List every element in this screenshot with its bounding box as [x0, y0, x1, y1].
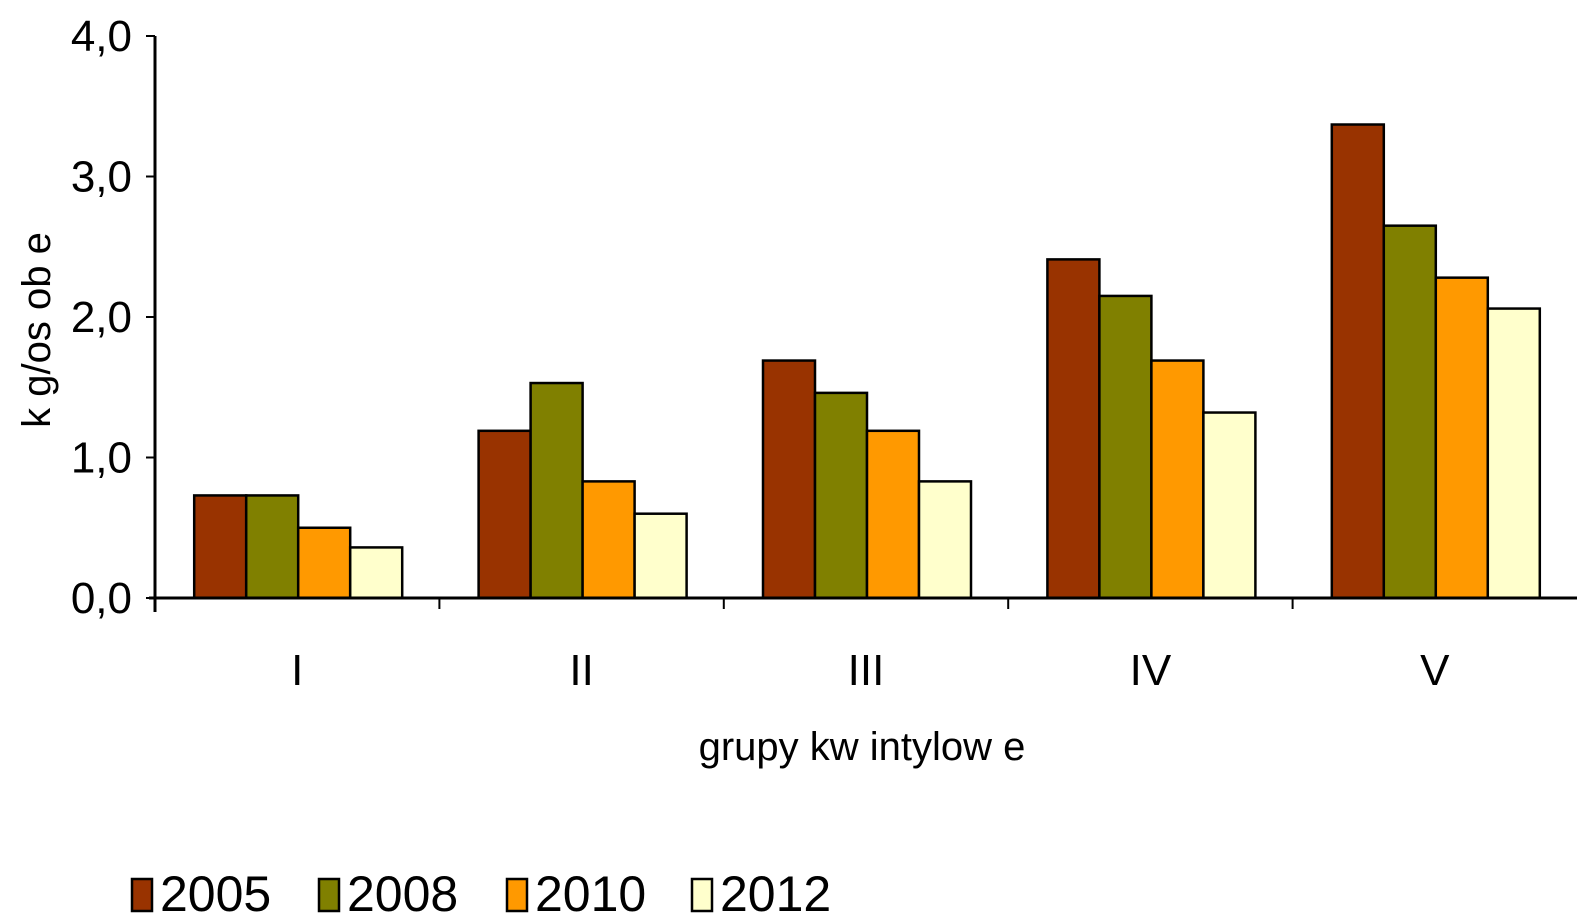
legend-label: 2012: [720, 866, 831, 921]
bar-2008-IV: [1098, 294, 1153, 600]
bar-2010-III: [865, 429, 921, 600]
bar-2005-I: [192, 494, 248, 600]
y-ticks-group: 0,0 1,0 2,0 3,0 4,0: [71, 12, 155, 623]
legend-label: 2008: [347, 866, 458, 921]
bar-2012-III: [917, 480, 973, 600]
legend-swatch: [130, 877, 154, 913]
axes-group: [149, 36, 1577, 612]
bar-2010-V: [1434, 276, 1490, 600]
legend-swatch: [317, 877, 341, 913]
x-tick-label: III: [848, 646, 885, 695]
x-tick-label: I: [291, 646, 303, 695]
bar-2010-I: [296, 526, 352, 600]
bar-2005-II: [477, 429, 532, 600]
bar-2005-V: [1330, 123, 1386, 600]
bar-2008-II: [529, 381, 584, 600]
bar-2012-IV: [1202, 411, 1257, 600]
bar-2010-II: [581, 480, 636, 600]
legend-label: 2005: [160, 866, 271, 921]
bar-2008-III: [813, 391, 869, 600]
x-tick-label: II: [569, 646, 593, 695]
x-tick-label: IV: [1130, 646, 1172, 695]
x-ticks-group: I II III IV V: [154, 598, 1450, 695]
x-axis-title: grupy kw intylow e: [699, 725, 1026, 769]
y-tick-label: 1,0: [71, 434, 132, 483]
bar-2010-IV: [1150, 359, 1205, 600]
legend-swatch: [690, 877, 714, 913]
legend-label: 2010: [535, 866, 646, 921]
legend-swatch: [505, 877, 529, 913]
y-tick-label: 2,0: [71, 293, 132, 342]
bar-2012-I: [348, 546, 404, 600]
bar-2008-V: [1382, 224, 1438, 600]
bars-group: [192, 123, 1542, 600]
legend: 2005 2008 2010 2012: [130, 866, 831, 921]
y-tick-label: 3,0: [71, 153, 132, 202]
bar-2012-V: [1486, 307, 1542, 600]
bar-2008-I: [244, 494, 300, 600]
y-axis-title: k g/os ob e: [15, 232, 59, 428]
bar-2012-II: [633, 512, 688, 600]
y-tick-label: 0,0: [71, 574, 132, 623]
x-tick-label: V: [1420, 646, 1450, 695]
y-tick-label: 4,0: [71, 12, 132, 61]
bar-2005-IV: [1046, 258, 1101, 600]
bar-2005-III: [761, 359, 817, 600]
